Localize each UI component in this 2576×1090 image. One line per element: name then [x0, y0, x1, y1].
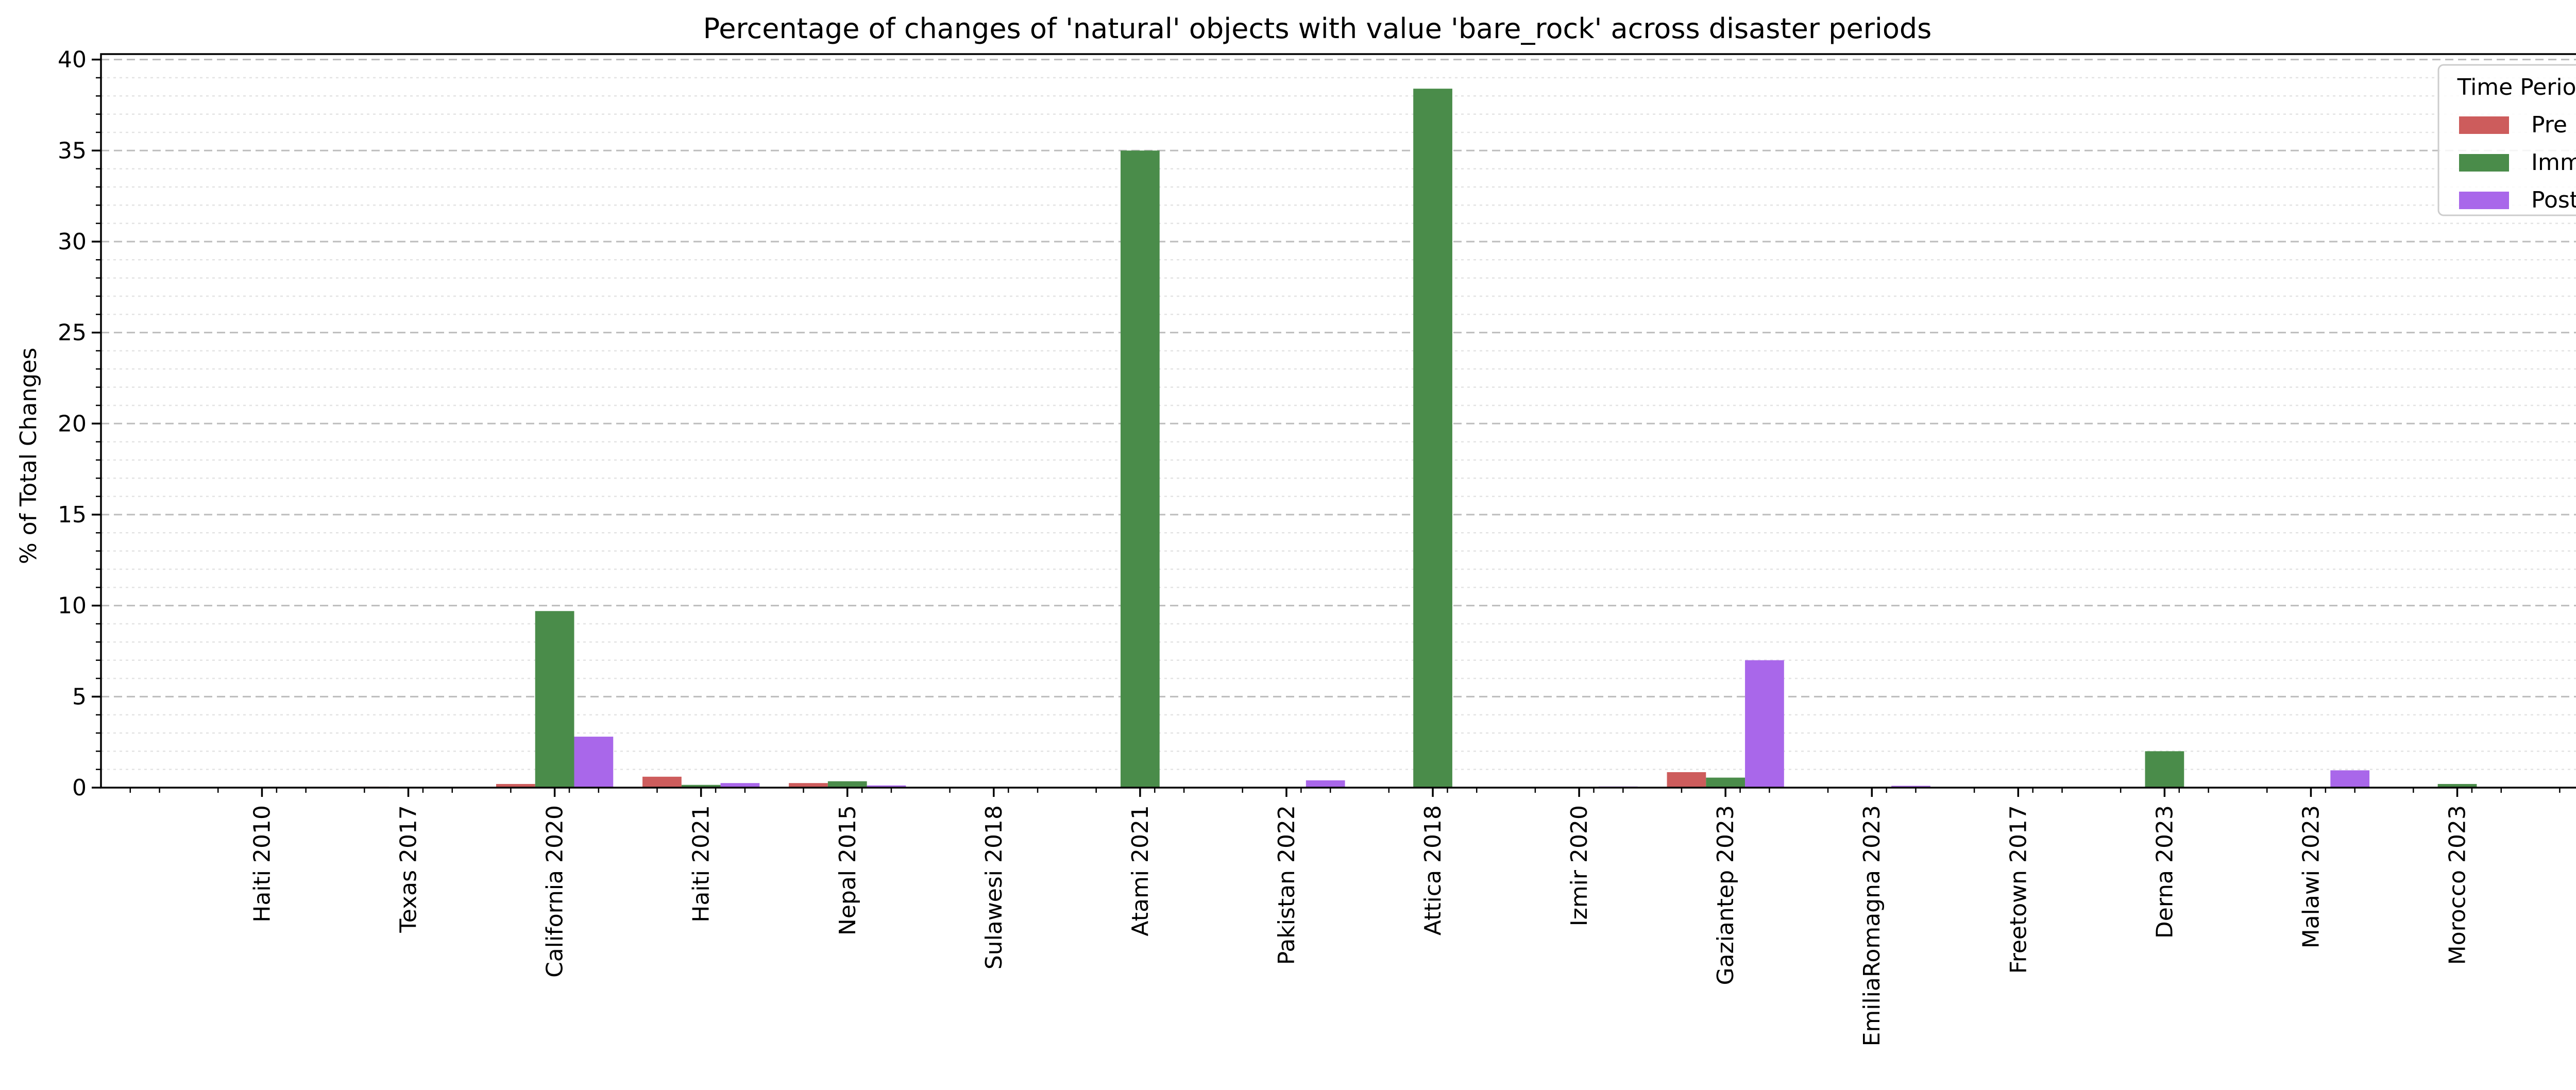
legend-box: [2437, 64, 2576, 216]
y-tick-label: 0: [72, 775, 87, 801]
legend: Time Period Pre Imm Post: [2437, 64, 2576, 216]
y-tick-label: 30: [58, 229, 87, 255]
legend-swatch-imm: [2459, 154, 2509, 172]
x-tick-label: Izmir 2020: [1566, 805, 1592, 926]
y-tick-label: 25: [58, 320, 87, 346]
bar-pre: [496, 784, 535, 788]
bar-pre: [1667, 772, 1706, 788]
legend-title: Time Period: [2457, 74, 2576, 100]
x-tick-label: Nepal 2015: [835, 805, 861, 935]
legend-swatch-pre: [2459, 116, 2509, 134]
y-tick-label: 35: [58, 138, 87, 164]
chart-title: Percentage of changes of 'natural' objec…: [703, 12, 1932, 45]
x-tick-label: California 2020: [542, 805, 568, 978]
legend-label-pre: Pre: [2531, 112, 2567, 138]
x-tick-label: Haiti 2010: [249, 805, 275, 923]
axes: 0 5 10 15 20 25 30 35 40 Haiti 2010 Texas 2017 Cali…: [58, 47, 2576, 1046]
bar-post: [574, 737, 614, 788]
y-tick-label: 10: [58, 593, 87, 619]
x-tick-label: EmiliaRomagna 2023: [1859, 805, 1885, 1046]
bar-imm: [681, 785, 721, 788]
bar-imm: [827, 781, 867, 788]
plot-frame: [100, 53, 2576, 789]
bar-post: [720, 783, 760, 788]
x-tick-label: Atami 2021: [1127, 805, 1154, 936]
bar-post: [2330, 770, 2370, 788]
gridlines: [101, 59, 2576, 789]
bar-imm: [2145, 751, 2184, 788]
x-tick-label: Malawi 2023: [2298, 805, 2324, 948]
bar-post: [867, 785, 906, 788]
bar-imm: [1413, 89, 1452, 788]
bar-imm: [1121, 150, 1160, 788]
bar-imm: [535, 611, 574, 788]
bar-imm: [1706, 777, 1745, 788]
x-tick-label: Pakistan 2022: [1274, 805, 1300, 965]
x-tick-label: Texas 2017: [396, 805, 422, 933]
bar-post: [1306, 780, 1345, 788]
legend-swatch-post: [2459, 192, 2509, 209]
bar-imm: [2437, 784, 2477, 788]
y-tick-label: 20: [58, 411, 87, 437]
x-tick-label: Haiti 2021: [688, 805, 715, 923]
bars: [349, 89, 2477, 788]
x-tick-label: Freetown 2017: [2005, 805, 2031, 974]
bar-post: [1745, 660, 1784, 788]
legend-label-post: Post: [2531, 187, 2576, 213]
y-tick-label: 40: [58, 47, 87, 73]
legend-label-imm: Imm: [2531, 149, 2576, 176]
y-tick-label: 5: [72, 684, 87, 710]
y-tick-label: 15: [58, 502, 87, 528]
x-tick-label: Sulawesi 2018: [981, 805, 1007, 969]
bar-post: [1891, 786, 1930, 788]
bar-pre: [789, 783, 828, 788]
bar-pre: [642, 776, 682, 788]
x-tick-label: Morocco 2023: [2445, 805, 2471, 965]
x-tick-label: Derna 2023: [2151, 805, 2178, 939]
x-tick-label: Attica 2018: [1420, 805, 1446, 935]
x-tick-label: Gaziantep 2023: [1713, 805, 1739, 985]
y-axis-label: % of Total Changes: [15, 348, 42, 564]
